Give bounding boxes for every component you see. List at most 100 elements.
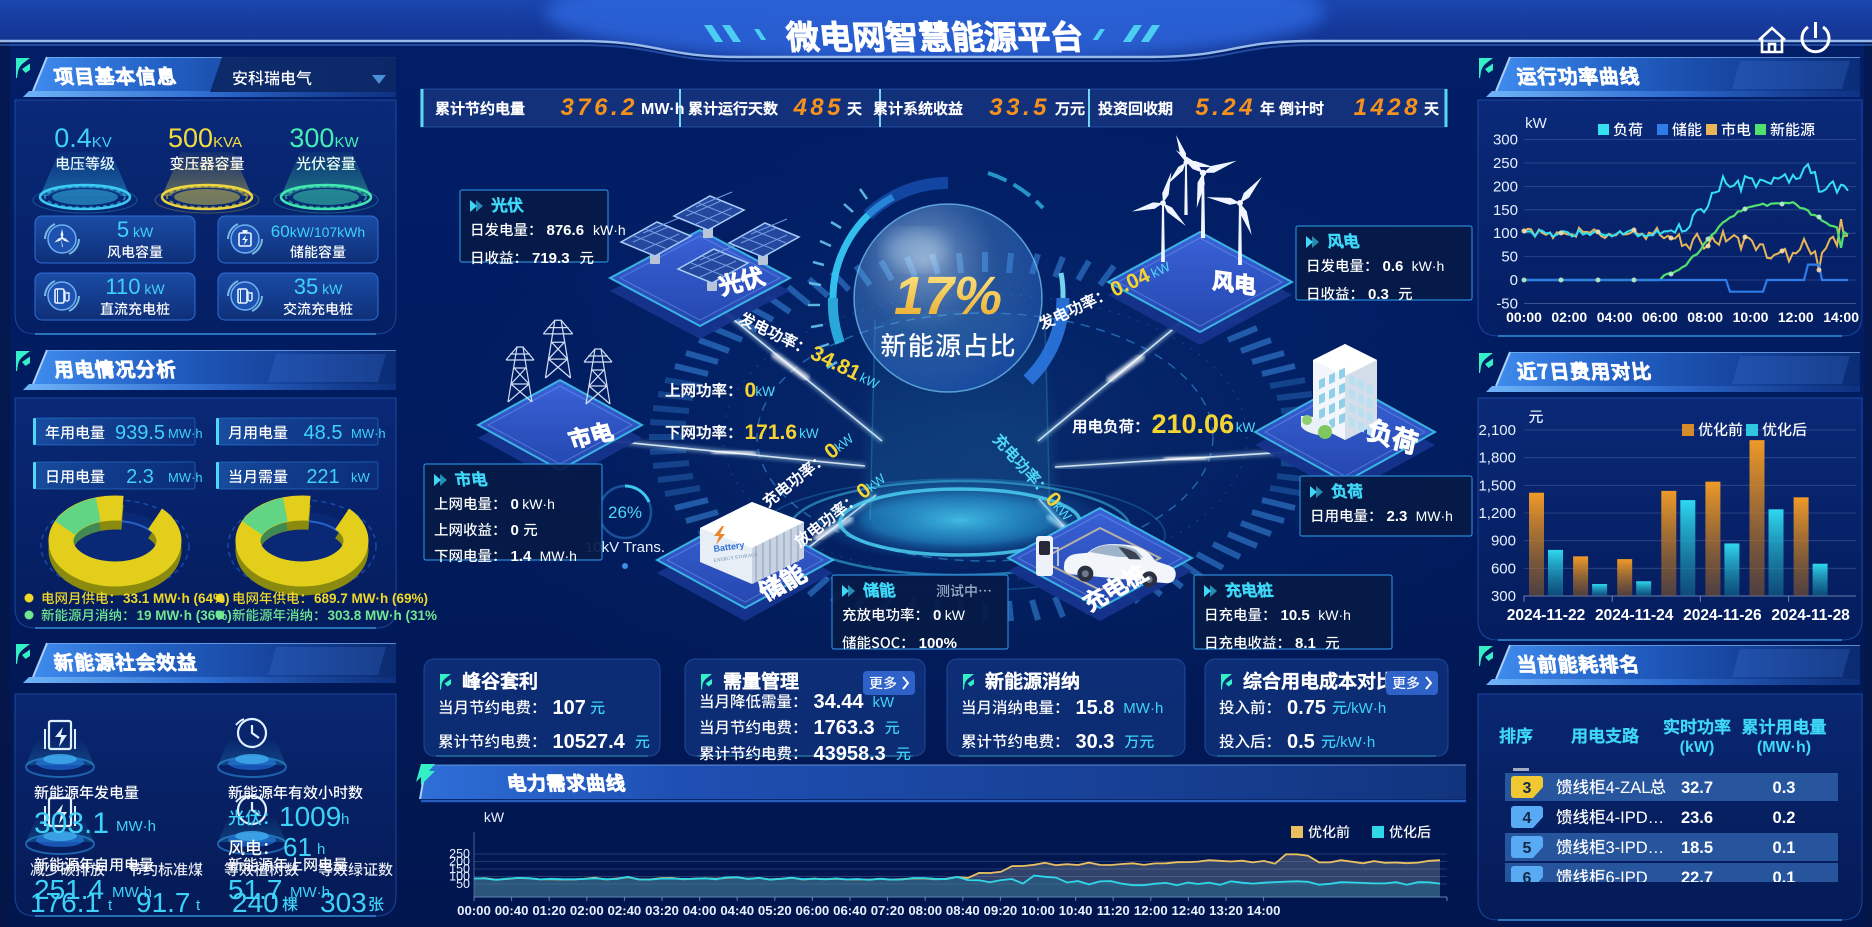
svg-text:10:00: 10:00 bbox=[1021, 903, 1055, 918]
svg-text:1,200: 1,200 bbox=[1478, 505, 1516, 522]
svg-text:2024-11-28: 2024-11-28 bbox=[1771, 607, 1850, 624]
svg-text:6: 6 bbox=[1523, 870, 1532, 887]
svg-text:kW: kW bbox=[484, 809, 505, 825]
svg-text:33.5: 33.5 bbox=[989, 94, 1050, 121]
svg-text:0: 0 bbox=[745, 379, 757, 402]
svg-text:210.06: 210.06 bbox=[1152, 409, 1235, 439]
svg-text:61: 61 bbox=[283, 832, 312, 862]
svg-text:200: 200 bbox=[449, 855, 470, 869]
svg-text:04:00: 04:00 bbox=[683, 903, 717, 918]
svg-text:250: 250 bbox=[1493, 155, 1518, 172]
svg-text:(MW·h): (MW·h) bbox=[1757, 739, 1811, 756]
svg-text:12:00: 12:00 bbox=[1778, 309, 1814, 325]
svg-text:0.75: 0.75 bbox=[1287, 697, 1326, 719]
svg-text:09:20: 09:20 bbox=[984, 903, 1018, 918]
svg-text:100: 100 bbox=[449, 870, 470, 884]
svg-text:MW·h: MW·h bbox=[112, 884, 152, 901]
svg-text:4-IPD…: 4-IPD… bbox=[1606, 809, 1665, 827]
svg-text:5.24: 5.24 bbox=[1195, 94, 1256, 121]
svg-text:13:20: 13:20 bbox=[1209, 903, 1243, 918]
svg-text:MW·h: MW·h bbox=[540, 548, 577, 564]
svg-text:200: 200 bbox=[1493, 178, 1518, 195]
svg-text:91.7: 91.7 bbox=[136, 887, 191, 918]
svg-text:240: 240 bbox=[232, 887, 279, 918]
svg-text:t: t bbox=[196, 897, 201, 914]
svg-text:303: 303 bbox=[320, 887, 367, 918]
svg-text:08:40: 08:40 bbox=[946, 903, 980, 918]
svg-text:719.3: 719.3 bbox=[532, 250, 570, 267]
svg-text:150: 150 bbox=[449, 862, 470, 876]
svg-text:12:00: 12:00 bbox=[1134, 903, 1168, 918]
svg-text:MW·h: MW·h bbox=[168, 470, 203, 485]
svg-text:10.5: 10.5 bbox=[1281, 607, 1310, 624]
svg-text:1009: 1009 bbox=[279, 801, 341, 832]
svg-text:176.1: 176.1 bbox=[30, 887, 100, 918]
svg-text:kW: kW bbox=[755, 384, 775, 399]
svg-text:50: 50 bbox=[456, 877, 470, 891]
svg-text:MW·h: MW·h bbox=[168, 426, 203, 441]
svg-text:10kV Trans.: 10kV Trans. bbox=[585, 539, 665, 556]
svg-text:06:00: 06:00 bbox=[1642, 309, 1678, 325]
svg-text:1763.3: 1763.3 bbox=[814, 717, 875, 739]
svg-text:kW·h: kW·h bbox=[522, 496, 555, 512]
svg-text:MW·h: MW·h bbox=[290, 884, 330, 901]
svg-text:11:20: 11:20 bbox=[1097, 903, 1130, 918]
svg-text:kW: kW bbox=[1236, 420, 1256, 435]
svg-text:0.5: 0.5 bbox=[1287, 731, 1315, 753]
svg-text:33.1 MW·h (64%): 33.1 MW·h (64%) bbox=[123, 591, 230, 606]
svg-text:02:00: 02:00 bbox=[1551, 309, 1587, 325]
svg-text:1428: 1428 bbox=[1354, 94, 1421, 121]
svg-text:MW·h: MW·h bbox=[116, 818, 156, 835]
svg-text:ENERGY STORAGE: ENERGY STORAGE bbox=[714, 553, 759, 564]
svg-text:51.7: 51.7 bbox=[228, 874, 283, 905]
svg-text:2.3: 2.3 bbox=[126, 466, 154, 488]
svg-text:10:40: 10:40 bbox=[1059, 903, 1093, 918]
svg-text:08:00: 08:00 bbox=[908, 903, 942, 918]
svg-text:221: 221 bbox=[306, 466, 339, 488]
svg-text:03:20: 03:20 bbox=[645, 903, 679, 918]
svg-text:34.44: 34.44 bbox=[814, 691, 865, 713]
svg-text:06:40: 06:40 bbox=[833, 903, 867, 918]
svg-text:10527.4: 10527.4 bbox=[553, 731, 626, 753]
svg-text:04:40: 04:40 bbox=[720, 903, 754, 918]
svg-text:kW: kW bbox=[799, 426, 819, 441]
svg-text:100: 100 bbox=[1493, 225, 1518, 242]
svg-text:1.4: 1.4 bbox=[511, 548, 533, 565]
svg-text:100%: 100% bbox=[919, 635, 957, 652]
svg-text:MW·h: MW·h bbox=[351, 426, 386, 441]
svg-text:kW: kW bbox=[1525, 115, 1548, 132]
svg-text:300: 300 bbox=[1491, 588, 1516, 605]
svg-text:32.7: 32.7 bbox=[1681, 779, 1713, 797]
svg-text:48.5: 48.5 bbox=[304, 422, 343, 444]
svg-text:kW: kW bbox=[873, 694, 896, 711]
svg-text:60kW/107kWh: 60kW/107kWh bbox=[271, 222, 365, 241]
svg-text:02:40: 02:40 bbox=[608, 903, 642, 918]
svg-text:17%: 17% bbox=[894, 266, 1002, 326]
svg-text:0.3: 0.3 bbox=[1773, 779, 1796, 797]
svg-text:t: t bbox=[108, 897, 113, 914]
svg-text:15.8: 15.8 bbox=[1076, 697, 1115, 719]
svg-text:0: 0 bbox=[933, 607, 941, 624]
svg-text:3: 3 bbox=[1523, 780, 1532, 797]
svg-text:0.1: 0.1 bbox=[1773, 869, 1796, 887]
svg-text:303.8 MW·h (31%: 303.8 MW·h (31% bbox=[328, 608, 438, 623]
svg-text:4: 4 bbox=[1523, 810, 1532, 827]
svg-text:251.4: 251.4 bbox=[34, 874, 104, 905]
svg-text:43958.3: 43958.3 bbox=[814, 743, 886, 765]
svg-text:h: h bbox=[317, 841, 325, 858]
svg-text:600: 600 bbox=[1491, 560, 1516, 577]
svg-text:00:40: 00:40 bbox=[495, 903, 529, 918]
svg-text:150: 150 bbox=[1493, 202, 1518, 219]
svg-text:Battery: Battery bbox=[713, 540, 745, 554]
svg-text:23.6: 23.6 bbox=[1681, 809, 1713, 827]
svg-text:2024-11-22: 2024-11-22 bbox=[1507, 607, 1585, 624]
svg-text:07:20: 07:20 bbox=[871, 903, 905, 918]
svg-text:(kW): (kW) bbox=[1680, 739, 1715, 756]
svg-text:689.7 MW·h (69%): 689.7 MW·h (69%) bbox=[314, 591, 428, 606]
svg-text:4-ZAL: 4-ZAL bbox=[1606, 779, 1651, 797]
svg-text:107: 107 bbox=[553, 697, 586, 719]
svg-text:kW·h: kW·h bbox=[593, 222, 626, 238]
svg-text:MW·h: MW·h bbox=[1123, 700, 1163, 717]
svg-text:0: 0 bbox=[511, 496, 519, 513]
svg-text:2024-11-26: 2024-11-26 bbox=[1683, 607, 1762, 624]
